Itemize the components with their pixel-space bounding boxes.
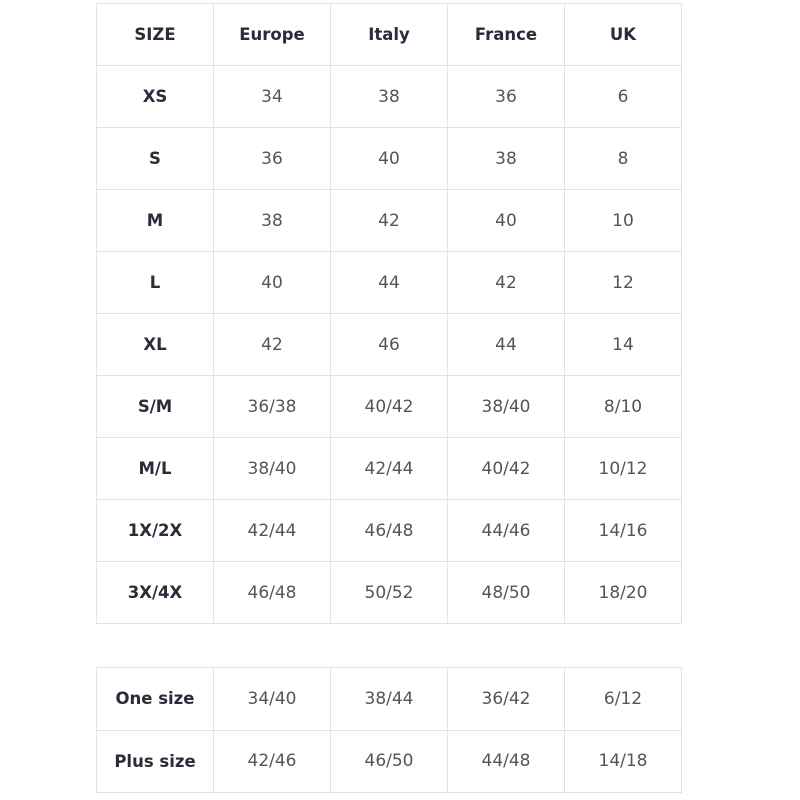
table-row: S/M 36/38 40/42 38/40 8/10 [96, 375, 682, 438]
table-row: XL 42 46 44 14 [96, 313, 682, 376]
size-value-cell: 18/20 [564, 561, 682, 624]
column-header: Europe [213, 3, 331, 66]
size-value-cell: 40/42 [330, 375, 448, 438]
size-value-cell: 6 [564, 65, 682, 128]
column-header: UK [564, 3, 682, 66]
table-row: 1X/2X 42/44 46/48 44/46 14/16 [96, 499, 682, 562]
size-label-cell: Plus size [96, 729, 214, 793]
size-value-cell: 36/42 [447, 667, 565, 731]
size-chart-table: SIZE Europe Italy France UK XS 34 38 36 6 S 36 40 38… [96, 3, 682, 624]
size-label-cell: 3X/4X [96, 561, 214, 624]
size-value-cell: 14/16 [564, 499, 682, 562]
size-value-cell: 10 [564, 189, 682, 252]
size-label-cell: M/L [96, 437, 214, 500]
size-value-cell: 14 [564, 313, 682, 376]
size-value-cell: 40/42 [447, 437, 565, 500]
size-value-cell: 38/44 [330, 667, 448, 731]
size-value-cell: 42 [213, 313, 331, 376]
size-value-cell: 44/46 [447, 499, 565, 562]
size-value-cell: 46/48 [330, 499, 448, 562]
size-value-cell: 34/40 [213, 667, 331, 731]
column-header: Italy [330, 3, 448, 66]
table-row: 3X/4X 46/48 50/52 48/50 18/20 [96, 561, 682, 624]
table-row: L 40 44 42 12 [96, 251, 682, 314]
size-value-cell: 38/40 [213, 437, 331, 500]
size-value-cell: 36 [447, 65, 565, 128]
size-value-cell: 46/50 [330, 729, 448, 793]
size-value-cell: 36/38 [213, 375, 331, 438]
size-value-cell: 38/40 [447, 375, 565, 438]
size-value-cell: 40 [213, 251, 331, 314]
size-value-cell: 46/48 [213, 561, 331, 624]
size-value-cell: 6/12 [564, 667, 682, 731]
size-value-cell: 42/44 [330, 437, 448, 500]
size-label-cell: XS [96, 65, 214, 128]
table-row: M 38 42 40 10 [96, 189, 682, 252]
column-header: SIZE [96, 3, 214, 66]
size-label-cell: L [96, 251, 214, 314]
size-value-cell: 50/52 [330, 561, 448, 624]
size-value-cell: 44 [330, 251, 448, 314]
size-value-cell: 42 [447, 251, 565, 314]
special-sizes-table: One size 34/40 38/44 36/42 6/12 Plus size 42/4… [96, 667, 682, 793]
size-value-cell: 38 [213, 189, 331, 252]
table-header-row: SIZE Europe Italy France UK [96, 3, 682, 66]
size-value-cell: 8 [564, 127, 682, 190]
size-value-cell: 8/10 [564, 375, 682, 438]
size-value-cell: 42/46 [213, 729, 331, 793]
table-row: One size 34/40 38/44 36/42 6/12 [96, 667, 682, 731]
table-row: S 36 40 38 8 [96, 127, 682, 190]
table-row: XS 34 38 36 6 [96, 65, 682, 128]
size-value-cell: 44/48 [447, 729, 565, 793]
size-value-cell: 40 [330, 127, 448, 190]
size-value-cell: 46 [330, 313, 448, 376]
size-value-cell: 44 [447, 313, 565, 376]
size-value-cell: 38 [447, 127, 565, 190]
size-label-cell: 1X/2X [96, 499, 214, 562]
size-value-cell: 34 [213, 65, 331, 128]
size-value-cell: 36 [213, 127, 331, 190]
size-value-cell: 42/44 [213, 499, 331, 562]
size-label-cell: XL [96, 313, 214, 376]
size-label-cell: One size [96, 667, 214, 731]
table-row: M/L 38/40 42/44 40/42 10/12 [96, 437, 682, 500]
size-value-cell: 42 [330, 189, 448, 252]
size-value-cell: 38 [330, 65, 448, 128]
size-label-cell: S [96, 127, 214, 190]
size-value-cell: 48/50 [447, 561, 565, 624]
column-header: France [447, 3, 565, 66]
size-value-cell: 12 [564, 251, 682, 314]
size-value-cell: 10/12 [564, 437, 682, 500]
table-row: Plus size 42/46 46/50 44/48 14/18 [96, 729, 682, 793]
size-value-cell: 40 [447, 189, 565, 252]
size-label-cell: S/M [96, 375, 214, 438]
size-value-cell: 14/18 [564, 729, 682, 793]
size-label-cell: M [96, 189, 214, 252]
